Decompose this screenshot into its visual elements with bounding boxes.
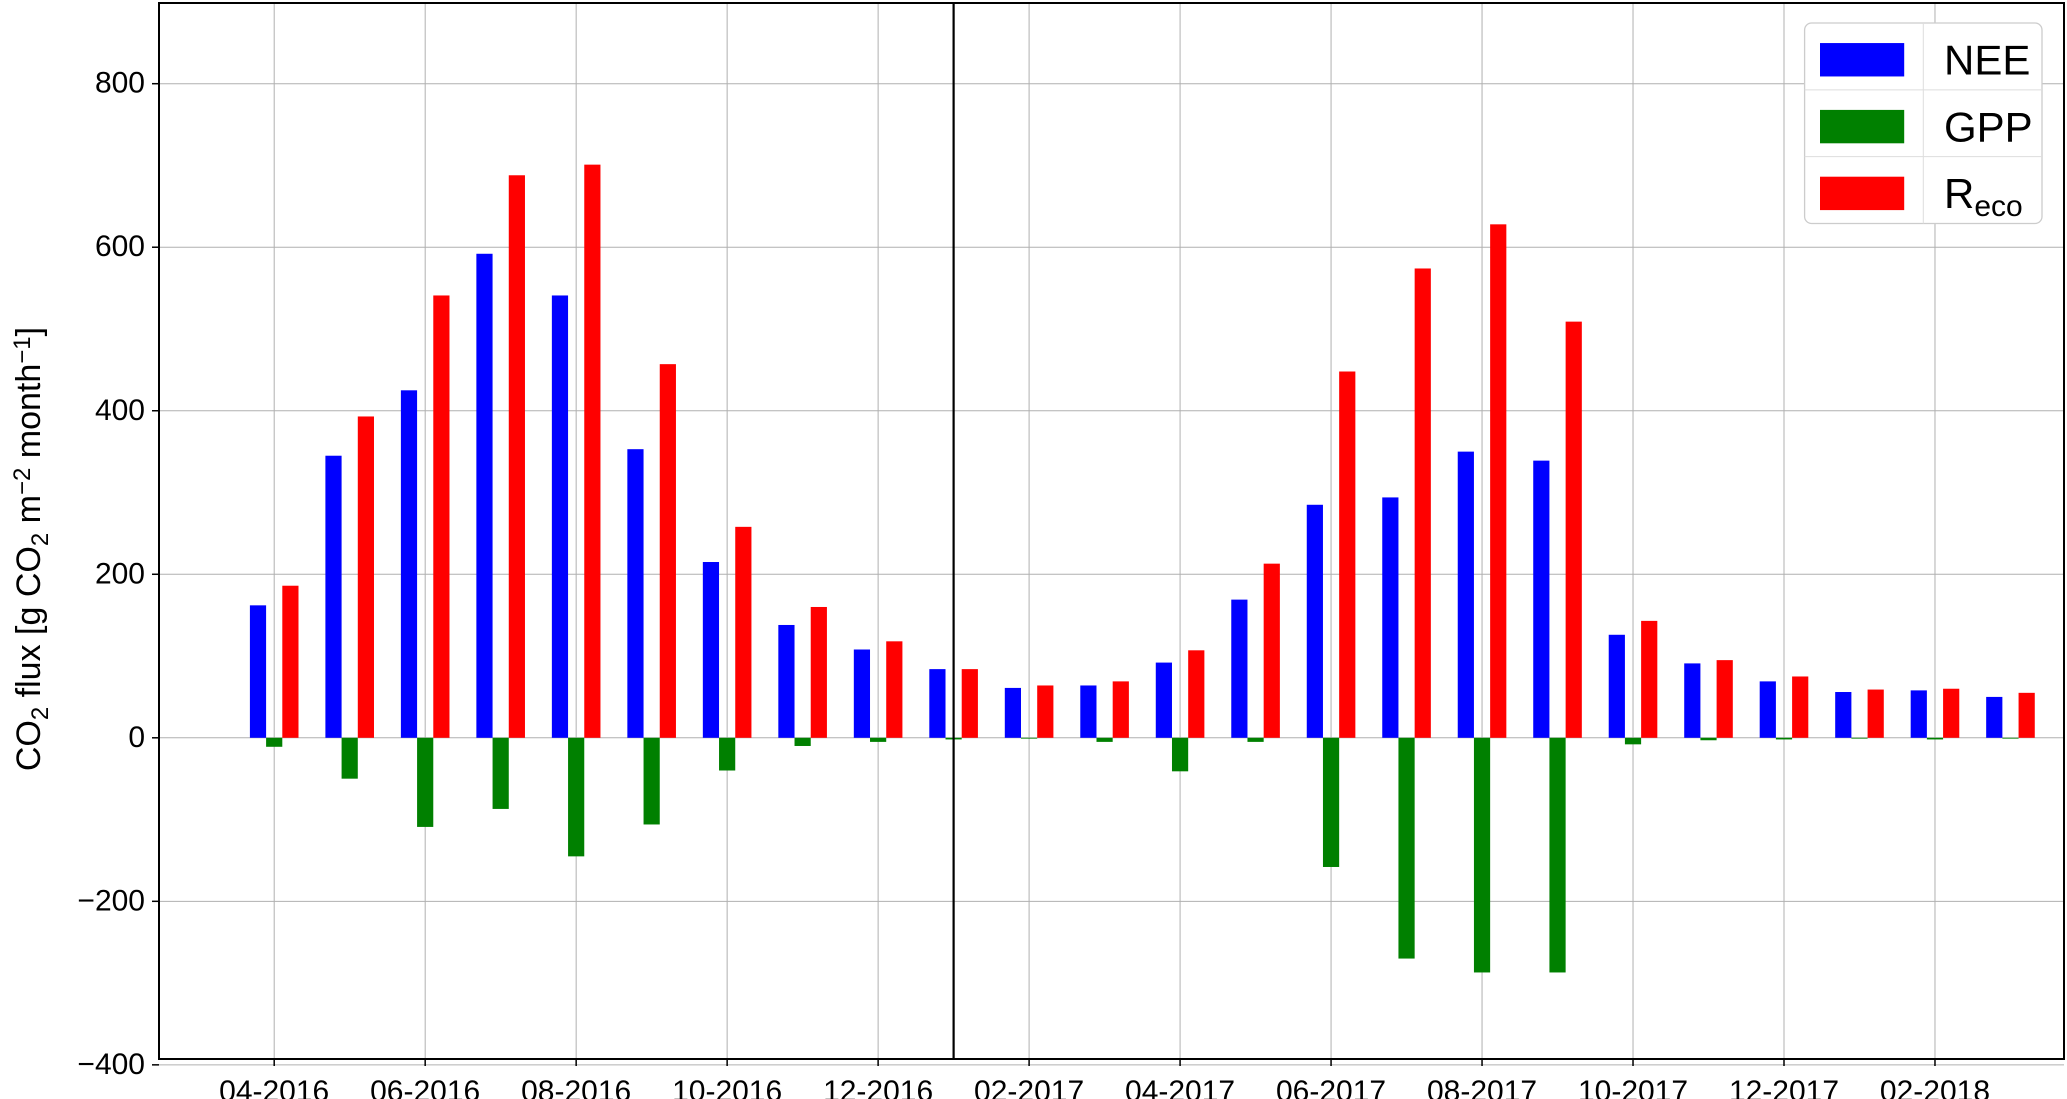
svg-text:200: 200 — [95, 557, 145, 590]
svg-text:04-2017: 04-2017 — [1125, 1075, 1235, 1099]
svg-text:NEE: NEE — [1944, 37, 2030, 84]
svg-text:800: 800 — [95, 67, 145, 100]
svg-text:08-2016: 08-2016 — [521, 1075, 631, 1099]
svg-text:12-2017: 12-2017 — [1729, 1075, 1839, 1099]
svg-text:02-2018: 02-2018 — [1880, 1075, 1990, 1099]
svg-text:GPP: GPP — [1944, 103, 2033, 150]
svg-text:06-2017: 06-2017 — [1276, 1075, 1386, 1099]
svg-text:12-2016: 12-2016 — [823, 1075, 933, 1099]
svg-text:10-2017: 10-2017 — [1578, 1075, 1688, 1099]
svg-text:−400: −400 — [77, 1048, 145, 1081]
svg-text:400: 400 — [95, 394, 145, 427]
svg-text:04-2016: 04-2016 — [219, 1075, 329, 1099]
svg-text:02-2017: 02-2017 — [974, 1075, 1084, 1099]
svg-text:10-2016: 10-2016 — [672, 1075, 782, 1099]
svg-text:CO2 flux [g CO2 m−2 month−1]: CO2 flux [g CO2 m−2 month−1] — [9, 327, 54, 771]
svg-text:0: 0 — [128, 721, 145, 754]
svg-text:06-2016: 06-2016 — [370, 1075, 480, 1099]
svg-text:−200: −200 — [77, 884, 145, 917]
svg-text:08-2017: 08-2017 — [1427, 1075, 1537, 1099]
svg-text:600: 600 — [95, 230, 145, 263]
